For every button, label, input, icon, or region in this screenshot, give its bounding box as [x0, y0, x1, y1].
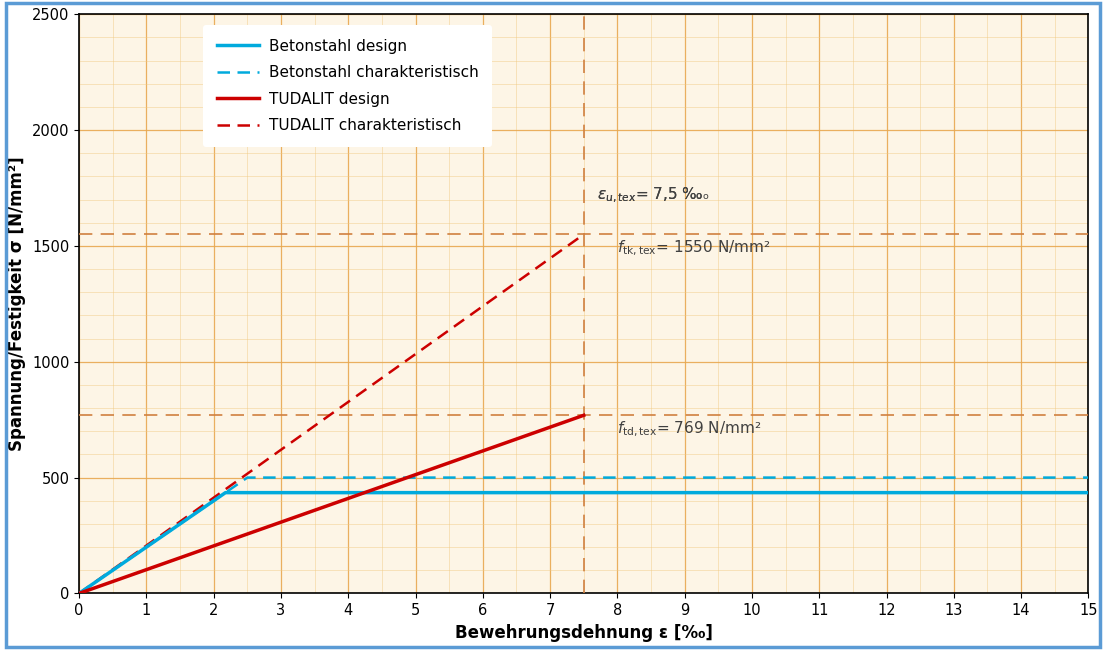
- Text: $\varepsilon_\mathrm{u,tex}$= 7,5 ‰: $\varepsilon_\mathrm{u,tex}$= 7,5 ‰: [597, 185, 703, 205]
- Text: $f_\mathrm{tk,tex}$= 1550 N/mm²: $f_\mathrm{tk,tex}$= 1550 N/mm²: [617, 239, 771, 258]
- Text: $\varepsilon_{u,tex}$= 7,5 ‰ₒ: $\varepsilon_{u,tex}$= 7,5 ‰ₒ: [597, 185, 710, 205]
- Text: $f_\mathrm{td,tex}$= 769 N/mm²: $f_\mathrm{td,tex}$= 769 N/mm²: [617, 419, 762, 439]
- X-axis label: Bewehrungsdehnung ε [‰]: Bewehrungsdehnung ε [‰]: [455, 623, 712, 642]
- Y-axis label: Spannung/Festigkeit σ [N/mm²]: Spannung/Festigkeit σ [N/mm²]: [9, 157, 27, 451]
- Legend: Betonstahl design, Betonstahl charakteristisch, TUDALIT design, TUDALIT charakte: Betonstahl design, Betonstahl charakteri…: [202, 25, 492, 147]
